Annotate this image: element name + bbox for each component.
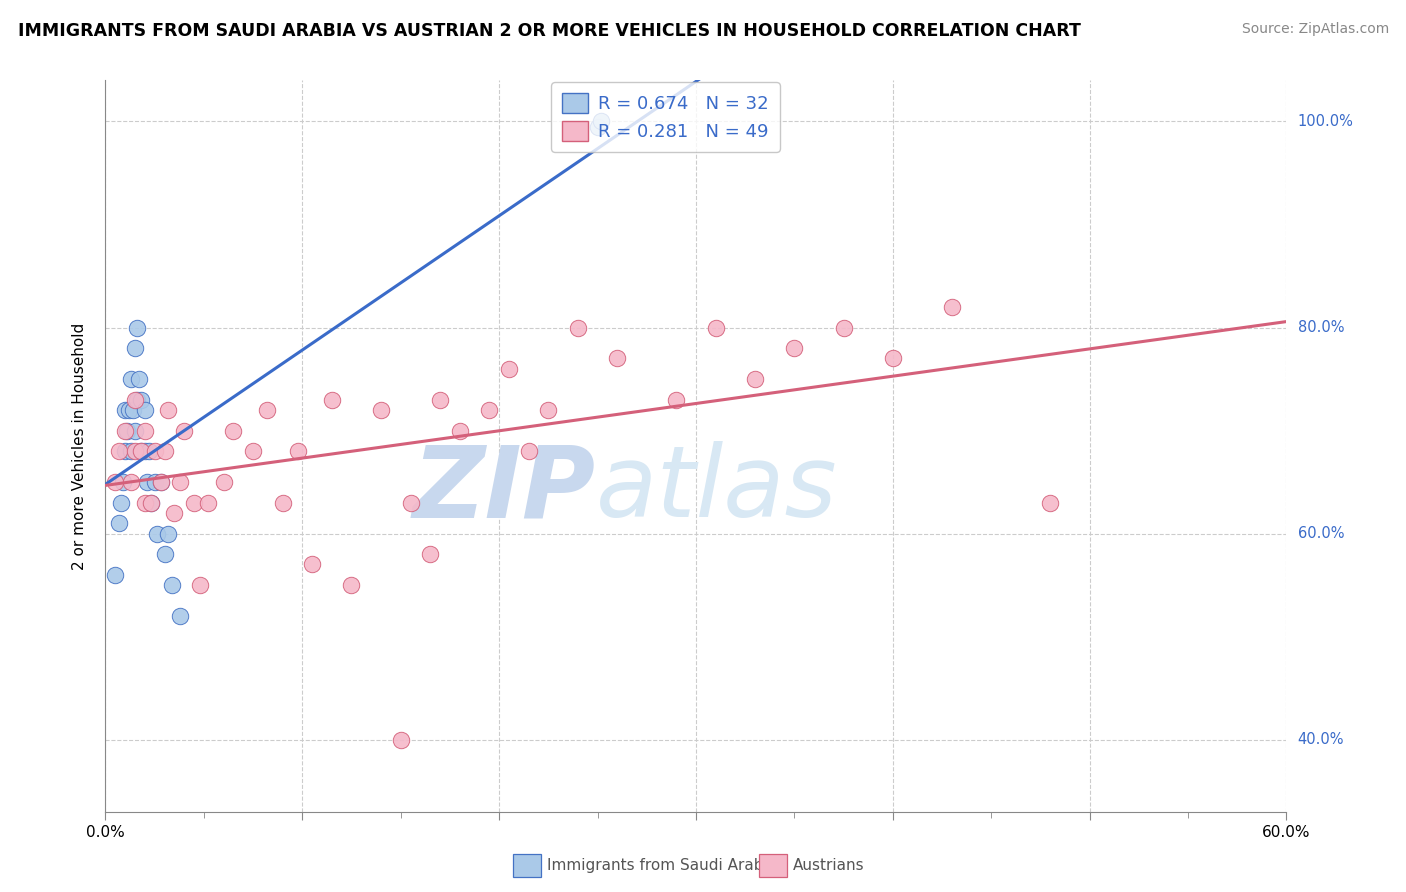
Point xyxy=(271,496,294,510)
Point xyxy=(122,403,145,417)
Point xyxy=(389,732,412,747)
Point xyxy=(419,547,441,561)
Point xyxy=(124,444,146,458)
Point xyxy=(118,403,141,417)
Point xyxy=(183,496,205,510)
Point xyxy=(134,424,156,438)
Point xyxy=(882,351,904,366)
Text: 60.0%: 60.0% xyxy=(1298,526,1344,541)
Point xyxy=(143,475,166,489)
Point xyxy=(591,114,613,128)
Point xyxy=(125,320,148,334)
Text: Austrians: Austrians xyxy=(793,858,865,872)
Point xyxy=(606,351,628,366)
Legend: R = 0.674   N = 32, R = 0.281   N = 49: R = 0.674 N = 32, R = 0.281 N = 49 xyxy=(551,82,780,152)
Text: ZIP: ZIP xyxy=(412,442,596,539)
Point xyxy=(340,578,363,592)
Point xyxy=(108,516,131,531)
Point xyxy=(153,547,176,561)
Point xyxy=(104,475,127,489)
Point xyxy=(478,403,501,417)
Point xyxy=(1039,496,1062,510)
Point xyxy=(124,392,146,407)
Text: IMMIGRANTS FROM SAUDI ARABIA VS AUSTRIAN 2 OR MORE VEHICLES IN HOUSEHOLD CORRELA: IMMIGRANTS FROM SAUDI ARABIA VS AUSTRIAN… xyxy=(18,22,1081,40)
Point xyxy=(149,475,172,489)
Point xyxy=(108,444,131,458)
Point xyxy=(321,392,343,407)
Point xyxy=(169,475,191,489)
Point xyxy=(287,444,309,458)
Point xyxy=(197,496,219,510)
Point xyxy=(162,578,184,592)
Point xyxy=(128,372,150,386)
Point xyxy=(139,496,162,510)
Point xyxy=(129,444,152,458)
Point xyxy=(941,300,963,314)
Point xyxy=(112,475,135,489)
Point xyxy=(498,361,520,376)
Point xyxy=(157,526,180,541)
Point xyxy=(110,496,132,510)
Point xyxy=(783,341,806,355)
Point xyxy=(120,372,142,386)
Y-axis label: 2 or more Vehicles in Household: 2 or more Vehicles in Household xyxy=(72,322,87,570)
Point xyxy=(104,567,127,582)
Point xyxy=(124,424,146,438)
Point xyxy=(222,424,245,438)
Point xyxy=(129,392,152,407)
Point xyxy=(134,444,156,458)
Point xyxy=(120,444,142,458)
Text: 100.0%: 100.0% xyxy=(1298,114,1354,129)
Point xyxy=(124,341,146,355)
Point xyxy=(537,403,560,417)
Point xyxy=(157,403,180,417)
Point xyxy=(145,526,167,541)
Point xyxy=(163,506,186,520)
Point xyxy=(370,403,392,417)
Point xyxy=(114,403,136,417)
Point xyxy=(567,320,589,334)
Point xyxy=(134,496,156,510)
Text: 40.0%: 40.0% xyxy=(1298,732,1344,747)
Point xyxy=(832,320,855,334)
Point xyxy=(134,403,156,417)
Point xyxy=(135,475,157,489)
Point xyxy=(449,424,471,438)
Text: atlas: atlas xyxy=(596,442,837,539)
Point xyxy=(256,403,278,417)
Point xyxy=(704,320,727,334)
Text: Immigrants from Saudi Arabia: Immigrants from Saudi Arabia xyxy=(547,858,778,872)
Text: 80.0%: 80.0% xyxy=(1298,320,1344,335)
Point xyxy=(212,475,235,489)
Point xyxy=(173,424,195,438)
Point xyxy=(143,444,166,458)
Point xyxy=(153,444,176,458)
Point xyxy=(120,475,142,489)
Point xyxy=(129,444,152,458)
Point xyxy=(301,558,323,572)
Point xyxy=(429,392,451,407)
Point xyxy=(114,444,136,458)
Point xyxy=(149,475,172,489)
Point xyxy=(114,424,136,438)
Text: Source: ZipAtlas.com: Source: ZipAtlas.com xyxy=(1241,22,1389,37)
Point xyxy=(586,120,609,134)
Point xyxy=(399,496,422,510)
Point xyxy=(517,444,540,458)
Point xyxy=(665,392,688,407)
Point xyxy=(744,372,766,386)
Point xyxy=(169,609,191,624)
Point xyxy=(242,444,264,458)
Point xyxy=(138,444,160,458)
Point xyxy=(115,424,138,438)
Point xyxy=(139,496,162,510)
Point xyxy=(188,578,211,592)
Point xyxy=(125,392,148,407)
